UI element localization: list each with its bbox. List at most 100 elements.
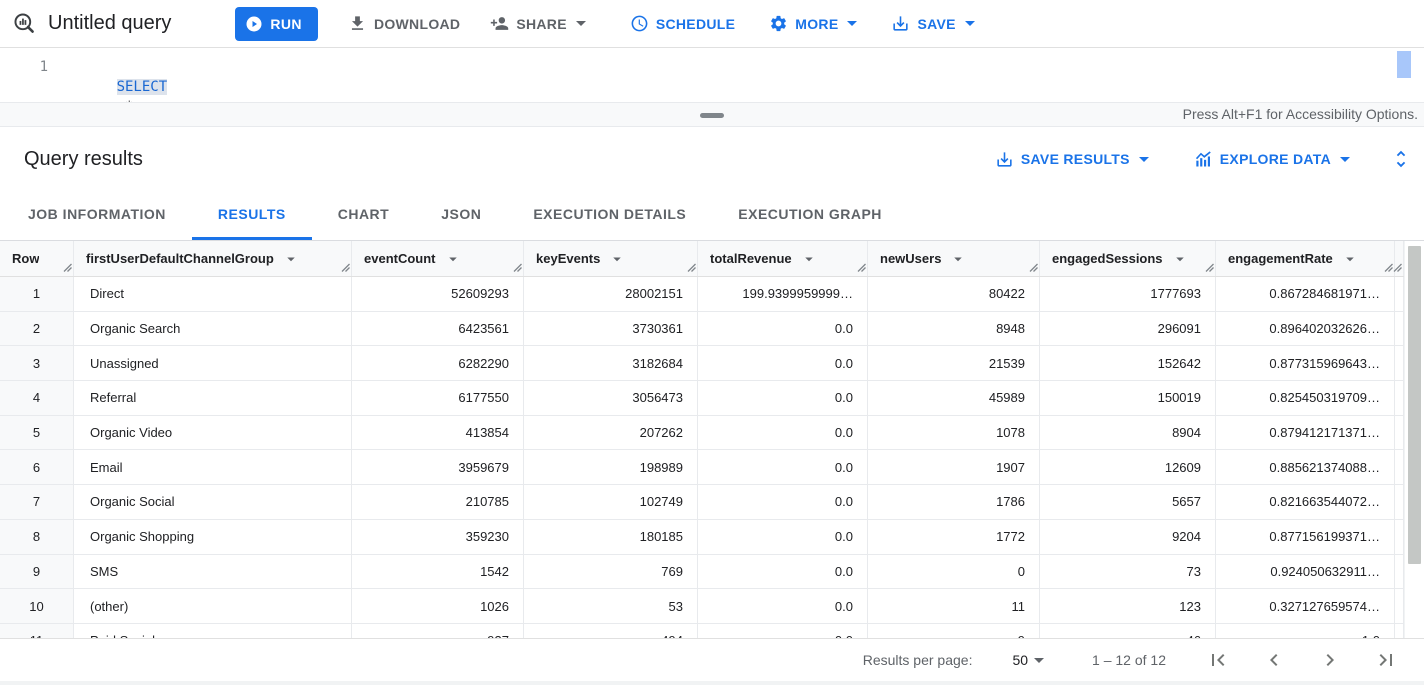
row-number-cell: 10 xyxy=(0,589,74,623)
schedule-button[interactable]: SCHEDULE xyxy=(630,14,735,33)
query-tab-title: Untitled query xyxy=(48,12,172,34)
tab-execution-details[interactable]: EXECUTION DETAILS xyxy=(533,206,687,222)
table-scrollbar-track[interactable] xyxy=(1404,241,1424,638)
column-header-eventcount[interactable]: eventCount xyxy=(352,241,524,276)
sql-editor[interactable]: 1 SELECT * FROM `demo.demoset.user_acqui… xyxy=(0,49,1424,195)
explore-data-dropdown-caret xyxy=(1340,156,1350,162)
column-header-newusers[interactable]: newUsers xyxy=(868,241,1040,276)
column-header-engagedsessions[interactable]: engagedSessions xyxy=(1040,241,1216,276)
column-resize-grip[interactable] xyxy=(1205,260,1214,275)
cell-newusers: 45989 xyxy=(868,381,1040,415)
cell-clipped xyxy=(1395,589,1404,623)
tab-job-information[interactable]: JOB INFORMATION xyxy=(28,206,166,222)
column-resize-grip[interactable] xyxy=(1393,260,1402,275)
column-header-engagementrate[interactable]: engagementRate xyxy=(1216,241,1395,276)
table-row: 4 Referral 6177550 3056473 0.0 45989 150019 0.8… xyxy=(0,381,1424,416)
save-button[interactable]: SAVE xyxy=(891,14,975,33)
tab-chart[interactable]: CHART xyxy=(337,206,390,222)
expand-results-button[interactable] xyxy=(1390,148,1412,170)
column-menu-caret-icon[interactable] xyxy=(444,250,462,268)
column-header-totalrevenue[interactable]: totalRevenue xyxy=(698,241,868,276)
column-label: totalRevenue xyxy=(710,251,792,266)
tab-json[interactable]: JSON xyxy=(441,206,482,222)
tab-execution-graph[interactable]: EXECUTION GRAPH xyxy=(738,206,882,222)
row-number-cell: 5 xyxy=(0,415,74,450)
cell-eventcount: 52609293 xyxy=(352,277,524,311)
column-resize-grip[interactable] xyxy=(857,260,866,275)
column-resize-grip[interactable] xyxy=(687,260,696,275)
cell-engagedsessions: 296091 xyxy=(1040,311,1216,346)
run-button[interactable]: RUN xyxy=(235,6,318,41)
results-header: Query results SAVE RESULTS EXPLORE DATA xyxy=(0,127,1424,191)
row-number-cell: 11 xyxy=(0,623,74,638)
cell-keyevents: 198989 xyxy=(524,450,698,485)
cell-totalrevenue: 0.0 xyxy=(698,589,868,623)
cell-firstuserdefaultchannelgroup: Direct xyxy=(74,277,352,311)
explore-data-button[interactable]: EXPLORE DATA xyxy=(1193,149,1350,169)
column-header-keyevents[interactable]: keyEvents xyxy=(524,241,698,276)
cell-firstuserdefaultchannelgroup: Organic Video xyxy=(74,415,352,450)
table-row: 5 Organic Video 413854 207262 0.0 1078 8904 0.8… xyxy=(0,415,1424,451)
page-range-label: 1 – 12 of 12 xyxy=(1092,652,1166,668)
cell-firstuserdefaultchannelgroup: Organic Social xyxy=(74,485,352,519)
explore-data-chart-icon xyxy=(1195,151,1211,167)
first-page-button[interactable] xyxy=(1206,648,1230,672)
page-size-select[interactable]: 50 xyxy=(1012,652,1045,668)
column-label: keyEvents xyxy=(536,251,601,266)
column-resize-grip[interactable] xyxy=(63,260,72,275)
tab-results[interactable]: RESULTS xyxy=(191,191,312,240)
cell-engagedsessions: 150019 xyxy=(1040,381,1216,415)
table-body: 1 Direct 52609293 28002151 199.9399959999… 80… xyxy=(0,277,1424,638)
share-button[interactable]: SHARE xyxy=(490,14,586,33)
cell-eventcount: 937 xyxy=(352,623,524,638)
column-menu-caret-icon[interactable] xyxy=(608,250,626,268)
cell-engagementrate: 0.867284681971… xyxy=(1216,277,1395,311)
results-per-page-label: Results per page: xyxy=(862,652,973,668)
column-resize-grip[interactable] xyxy=(341,260,350,275)
column-menu-caret-icon[interactable] xyxy=(1341,250,1359,268)
cell-totalrevenue: 0.0 xyxy=(698,381,868,415)
save-results-dropdown-caret xyxy=(1138,156,1149,162)
cell-firstuserdefaultchannelgroup: Organic Shopping xyxy=(74,519,352,554)
more-button[interactable]: MORE xyxy=(769,14,858,33)
results-table: Row firstUserDefaultChannelGroup eventCoun… xyxy=(0,241,1424,638)
cell-eventcount: 1026 xyxy=(352,589,524,623)
cell-engagedsessions: 5657 xyxy=(1040,485,1216,519)
sql-select-keyword: SELECT xyxy=(116,79,168,95)
cell-totalrevenue: 0.0 xyxy=(698,519,868,554)
row-number-cell: 1 xyxy=(0,277,74,311)
cell-newusers: 9 xyxy=(868,623,1040,638)
column-header-row[interactable]: Row xyxy=(0,241,74,276)
column-header-firstuserdefaultchannelgroup[interactable]: firstUserDefaultChannelGroup xyxy=(74,241,352,276)
previous-page-button[interactable] xyxy=(1262,648,1286,672)
next-page-button[interactable] xyxy=(1318,648,1342,672)
cell-engagementrate: 0.877315969643… xyxy=(1216,346,1395,381)
column-menu-caret-icon[interactable] xyxy=(949,250,967,268)
editor-scrollbar-thumb[interactable] xyxy=(1397,51,1411,78)
download-button[interactable]: DOWNLOAD xyxy=(348,14,460,33)
table-row: 1 Direct 52609293 28002151 199.9399959999… 80… xyxy=(0,277,1424,312)
column-menu-caret-icon[interactable] xyxy=(282,250,300,268)
row-number-cell: 3 xyxy=(0,346,74,381)
last-page-icon xyxy=(1379,654,1392,666)
column-resize-grip[interactable] xyxy=(1384,260,1393,275)
cell-firstuserdefaultchannelgroup: Organic Search xyxy=(74,311,352,346)
horizontal-scrollbar-track[interactable] xyxy=(0,681,1424,685)
column-label: engagementRate xyxy=(1228,251,1333,266)
table-header-row: Row firstUserDefaultChannelGroup eventCoun… xyxy=(0,241,1424,277)
column-resize-grip[interactable] xyxy=(1029,260,1038,275)
cell-totalrevenue: 0.0 xyxy=(698,311,868,346)
chevron-left-icon xyxy=(1270,654,1278,666)
splitter-drag-handle[interactable] xyxy=(700,113,724,118)
column-menu-caret-icon[interactable] xyxy=(1171,250,1189,268)
cell-eventcount: 1542 xyxy=(352,554,524,589)
cell-eventcount: 6177550 xyxy=(352,381,524,415)
column-resize-grip[interactable] xyxy=(513,260,522,275)
save-results-button[interactable]: SAVE RESULTS xyxy=(995,150,1149,169)
cell-totalrevenue: 199.9399959999… xyxy=(698,277,868,311)
column-menu-caret-icon[interactable] xyxy=(800,250,818,268)
table-scrollbar-thumb[interactable] xyxy=(1408,246,1421,564)
last-page-button[interactable] xyxy=(1374,648,1398,672)
cell-clipped xyxy=(1395,623,1404,638)
unfold-more-icon xyxy=(1396,150,1406,168)
